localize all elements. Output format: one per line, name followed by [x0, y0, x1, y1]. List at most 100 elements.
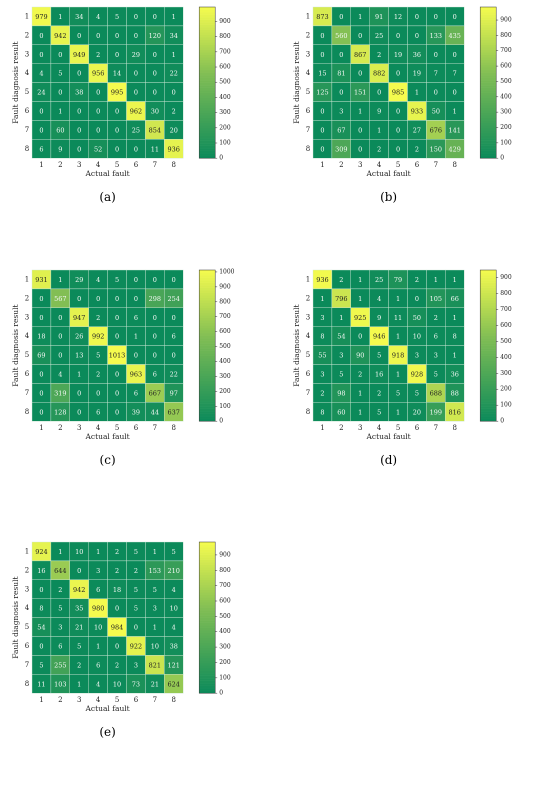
colorbar-segment [199, 380, 216, 384]
colorbar-segment [480, 32, 497, 36]
colorbar-segment [199, 378, 216, 382]
cell-value-label: 6 [96, 661, 100, 669]
cell-value-label: 624 [168, 680, 180, 688]
cell-value-label: 0 [39, 370, 43, 378]
colorbar-tick-label: 700 [219, 313, 231, 320]
y-tick-label: 2 [25, 31, 29, 39]
cell-value-label: 150 [430, 145, 442, 153]
colorbar-segment [480, 54, 497, 58]
cell-value-label: 854 [149, 126, 161, 134]
cell-value-label: 0 [320, 32, 324, 40]
cell-value-label: 9 [377, 107, 381, 115]
y-tick-label: 8 [25, 408, 29, 416]
colorbar-segment [199, 315, 216, 319]
colorbar-segment [480, 385, 497, 389]
x-tick-label: 7 [153, 424, 157, 432]
cell-value-label: 0 [77, 389, 81, 397]
cell-value-label: 8 [453, 333, 457, 341]
cell-value-label: 36 [413, 51, 421, 59]
colorbar-segment [480, 120, 497, 124]
colorbar-segment [199, 72, 216, 76]
colorbar-tick-label: 0 [219, 690, 223, 697]
colorbar-segment [480, 325, 497, 329]
colorbar-segment [480, 378, 497, 382]
cell-value-label: 21 [75, 624, 83, 632]
cell-value-label: 14 [113, 70, 121, 78]
y-tick-label: 7 [306, 389, 310, 397]
cell-value-label: 9 [377, 314, 381, 322]
cell-value-label: 25 [375, 276, 383, 284]
colorbar-segment [199, 150, 216, 154]
colorbar-segment [480, 320, 497, 324]
colorbar-segment [480, 133, 497, 136]
y-tick-label: 5 [306, 351, 310, 359]
colorbar-segment [480, 280, 497, 283]
x-tick-label: 1 [320, 161, 324, 169]
colorbar-segment [199, 333, 216, 336]
cell-value-label: 90 [356, 352, 364, 360]
colorbar-tick-label: 800 [219, 298, 231, 305]
colorbar-segment [480, 19, 497, 23]
colorbar-segment [480, 39, 497, 43]
cell-value-label: 2 [115, 661, 119, 669]
cell-value-label: 0 [115, 32, 119, 40]
colorbar-segment [480, 97, 497, 101]
cell-value-label: 2 [134, 567, 138, 575]
colorbar-segment [480, 59, 497, 63]
colorbar-segment [199, 398, 216, 402]
colorbar-segment [480, 95, 497, 99]
cell-value-label: 5 [377, 408, 381, 416]
x-tick-label: 1 [39, 161, 43, 169]
cell-value-label: 0 [339, 89, 343, 97]
colorbar-segment [199, 59, 216, 63]
colorbar-segment [199, 34, 216, 38]
colorbar-segment [199, 396, 216, 399]
cell-value-label: 1 [153, 548, 157, 556]
colorbar-segment [199, 320, 216, 324]
cell-value-label: 91 [375, 13, 383, 21]
colorbar-segment [199, 143, 216, 146]
colorbar-segment [480, 85, 497, 88]
colorbar-tick-label: 700 [500, 306, 512, 313]
colorbar-segment [480, 365, 497, 369]
colorbar-segment [199, 358, 216, 362]
cell-value-label: 26 [75, 333, 83, 341]
colorbar-segment [480, 75, 497, 78]
colorbar-segment [480, 82, 497, 86]
y-tick-label: 3 [25, 313, 29, 321]
cell-value-label: 0 [415, 13, 419, 21]
y-tick-label: 6 [25, 107, 30, 115]
colorbar-segment [480, 333, 497, 336]
colorbar-segment [199, 660, 216, 664]
colorbar-tick-label: 300 [500, 109, 512, 116]
cell-value-label: 27 [413, 126, 421, 134]
cell-value-label: 0 [39, 295, 43, 303]
x-axis-label: Actual fault [365, 169, 410, 178]
cell-value-label: 18 [37, 333, 45, 341]
colorbar-segment [480, 47, 497, 51]
colorbar-segment [199, 592, 216, 596]
cell-value-label: 2 [172, 107, 176, 115]
colorbar-frame [198, 6, 216, 159]
colorbar-segment [199, 675, 216, 679]
colorbar-segment [199, 292, 216, 296]
y-tick-label: 3 [25, 585, 29, 593]
cell-value-label: 882 [373, 70, 385, 78]
cell-value-label: 6 [39, 145, 43, 153]
colorbar-frame [479, 269, 497, 422]
y-tick-label: 7 [306, 126, 310, 134]
cell-value-label: 0 [39, 51, 43, 59]
y-tick-label: 4 [306, 69, 311, 77]
cell-value-label: 6 [96, 408, 100, 416]
cell-value-label: 0 [96, 389, 100, 397]
y-tick-label: 4 [25, 69, 30, 77]
colorbar-segment [199, 19, 216, 23]
colorbar-segment [199, 290, 216, 293]
cell-value-label: 816 [449, 408, 461, 416]
x-tick-label: 5 [396, 424, 400, 432]
colorbar-tick-label: 600 [219, 328, 231, 335]
colorbar-segment [480, 44, 497, 48]
y-tick-label: 2 [306, 31, 310, 39]
